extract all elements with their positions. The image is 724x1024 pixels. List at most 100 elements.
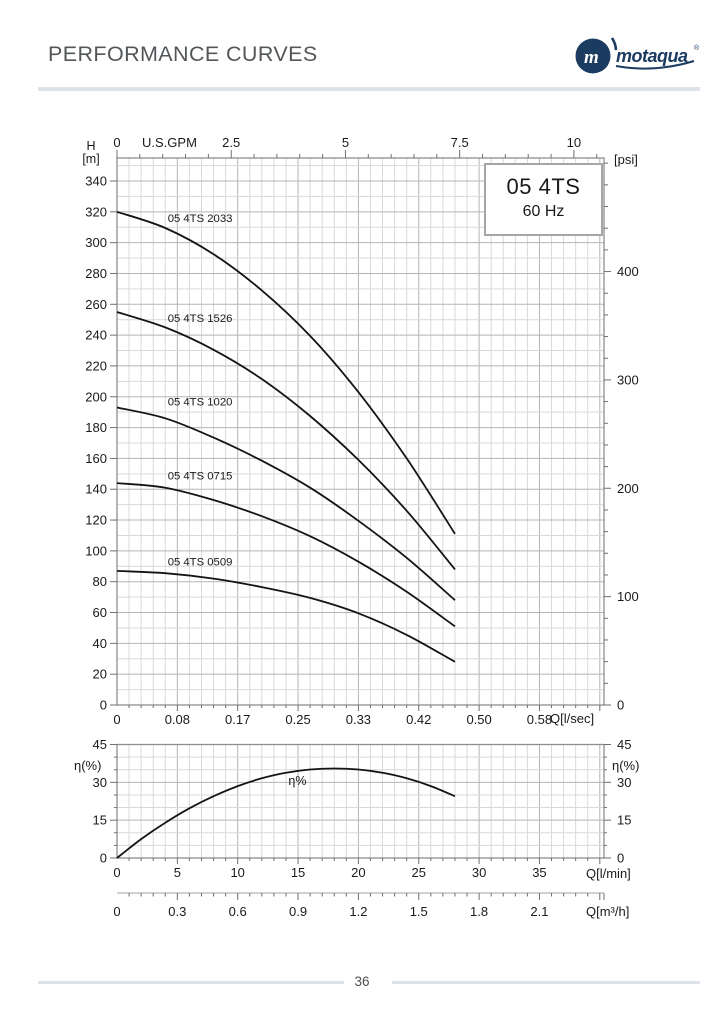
curve-label: 05 4TS 1020	[168, 396, 233, 408]
lmin-tick-label: 35	[532, 865, 546, 880]
eff-plot-border	[116, 743, 605, 859]
eta-tick-label-left: 15	[93, 813, 107, 828]
lmin-tick-label: 0	[113, 865, 120, 880]
h-tick-label: 300	[85, 235, 107, 250]
m3h-axis-unit: Q[m³/h]	[586, 904, 630, 919]
h-tick-label: 260	[85, 297, 107, 312]
m3h-tick-label: 1.5	[410, 904, 428, 919]
m3h-tick-label: 1.8	[470, 904, 488, 919]
h-tick-label: 340	[85, 173, 107, 188]
logo-mark: m	[584, 47, 599, 68]
eta-tick-label-left: 0	[100, 851, 107, 866]
logo-swoosh	[615, 60, 695, 70]
lsec-tick-label: 0.25	[285, 712, 310, 727]
h-axis-label: H	[86, 139, 96, 153]
eta-tick-label-right: 0	[617, 851, 624, 866]
efficiency-curve-label: η%	[288, 774, 306, 788]
lsec-tick-label: 0	[113, 712, 120, 727]
model-info-box: 05 4TS 60 Hz	[484, 163, 603, 236]
lsec-tick-label: 0.42	[406, 712, 431, 727]
lmin-axis-unit: Q[l/min]	[586, 866, 631, 881]
h-tick-label: 220	[85, 358, 107, 373]
m3h-tick-label: 0.3	[168, 904, 186, 919]
lsec-axis-unit: Q[l/sec]	[550, 711, 595, 726]
h-tick-label: 140	[85, 482, 107, 497]
lsec-tick-label: 0.17	[225, 712, 250, 727]
eta-tick-label-left: 30	[93, 775, 107, 790]
model-frequency: 60 Hz	[522, 203, 565, 220]
logo-circle	[575, 38, 611, 74]
curve-label: 05 4TS 0509	[168, 557, 233, 569]
h-tick-label: 120	[85, 513, 107, 528]
logo-swirl-bottom	[581, 64, 612, 76]
psi-axis-unit: [psi]	[614, 152, 638, 167]
psi-tick-label: 200	[617, 481, 639, 496]
head-curve	[116, 210, 456, 535]
page-number: 36	[354, 974, 370, 989]
gpm-tick-label: 2.5	[222, 135, 240, 150]
h-tick-label: 20	[93, 667, 107, 682]
logo-swirl-top	[574, 35, 606, 47]
h-tick-label: 200	[85, 389, 107, 404]
eta-tick-label-right: 15	[617, 813, 631, 828]
efficiency-curve	[116, 767, 456, 859]
h-tick-label: 320	[85, 204, 107, 219]
logo-swirl-outer	[610, 37, 618, 51]
head-curve	[116, 482, 456, 628]
lmin-tick-label: 10	[230, 865, 244, 880]
eta-right-axis-unit: η(%)	[612, 758, 640, 773]
h-tick-label: 240	[85, 328, 107, 343]
gpm-tick-label: 10	[567, 135, 581, 150]
head-curve	[116, 311, 456, 570]
eta-tick-label-right: 45	[617, 737, 631, 752]
h-tick-label: 60	[93, 605, 107, 620]
head-curve	[116, 406, 456, 601]
model-name: 05 4TS	[506, 174, 581, 199]
lsec-tick-label: 0.58	[527, 712, 552, 727]
psi-tick-label: 300	[617, 372, 639, 387]
m3h-tick-label: 0.9	[289, 904, 307, 919]
h-tick-label: 280	[85, 266, 107, 281]
lmin-tick-label: 5	[174, 865, 181, 880]
m-unit-label: [m]	[82, 151, 100, 166]
header-divider	[38, 87, 700, 91]
lmin-tick-label: 30	[472, 865, 486, 880]
lmin-tick-label: 15	[291, 865, 305, 880]
head-curve	[116, 570, 456, 663]
gpm-axis-unit: U.S.GPM	[142, 135, 197, 150]
lsec-tick-label: 0.08	[165, 712, 190, 727]
main-plot-border	[116, 157, 605, 706]
curve-label: 05 4TS 0715	[168, 470, 233, 482]
lmin-tick-label: 25	[412, 865, 426, 880]
footer-divider-left	[38, 981, 344, 984]
eta-tick-label-left: 45	[93, 737, 107, 752]
logo-registered-mark: ®	[694, 44, 700, 52]
m3h-tick-label: 1.2	[349, 904, 367, 919]
lsec-tick-label: 0.50	[466, 712, 491, 727]
curve-label: 05 4TS 2033	[168, 213, 233, 225]
gpm-tick-label: 7.5	[451, 135, 469, 150]
psi-tick-label: 400	[617, 264, 639, 279]
lsec-tick-label: 0.33	[346, 712, 371, 727]
gpm-tick-label: 0	[113, 135, 120, 150]
gpm-tick-label: 5	[342, 135, 349, 150]
psi-tick-label: 100	[617, 589, 639, 604]
h-tick-label: 100	[85, 543, 107, 558]
motaqua-logo: m motaqua ®	[574, 35, 700, 76]
lmin-tick-label: 20	[351, 865, 365, 880]
page-title: PERFORMANCE CURVES	[48, 42, 318, 66]
footer-divider-right	[392, 981, 700, 984]
h-tick-label: 160	[85, 451, 107, 466]
curve-label: 05 4TS 1526	[168, 313, 233, 325]
m3h-tick-label: 2.1	[530, 904, 548, 919]
h-tick-label: 80	[93, 574, 107, 589]
m3h-tick-label: 0.6	[229, 904, 247, 919]
h-tick-label: 180	[85, 420, 107, 435]
main-left-axis-unit: H [m]	[72, 140, 110, 165]
h-tick-label: 0	[100, 698, 107, 713]
h-tick-label: 40	[93, 636, 107, 651]
eta-left-axis-unit: η(%)	[74, 758, 102, 773]
psi-tick-label: 0	[617, 698, 624, 713]
